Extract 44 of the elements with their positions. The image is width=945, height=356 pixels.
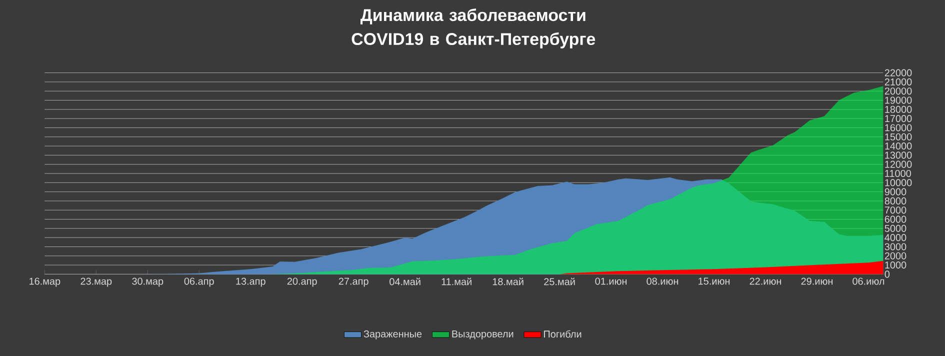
legend-label: Погибли: [544, 330, 582, 338]
y-tick-label: 20000: [884, 88, 912, 95]
y-tick-label: 0: [884, 270, 890, 278]
x-tick-label: 29.июн: [801, 278, 833, 285]
x-tick-label: 20.апр: [287, 278, 317, 287]
x-tick-label: 27.апр: [338, 278, 368, 287]
y-tick-label: 10000: [885, 179, 912, 186]
y-tick-label: 5000: [884, 224, 906, 232]
x-tick-label: 06.апр: [184, 278, 214, 287]
x-tick-label: 25.май: [544, 278, 575, 286]
y-tick-label: 13000: [885, 152, 912, 159]
y-tick-label: 14000: [885, 142, 912, 150]
y-tick-label: 18000: [885, 106, 912, 113]
x-tick-label: 16.мар: [30, 278, 60, 287]
y-tick-label: 9000: [884, 188, 906, 196]
x-tick-label: 06.июл: [852, 278, 884, 285]
y-tick-label: 21000: [884, 78, 912, 86]
x-tick-label: 18.май: [492, 278, 524, 286]
y-tick-label: 6000: [884, 216, 906, 223]
x-tick-label: 01.июн: [595, 278, 627, 285]
x-tick-label: 08.июн: [646, 278, 678, 285]
y-tick-label: 3000: [884, 243, 906, 250]
y-tick-label: 7000: [884, 206, 906, 214]
x-tick-label: 15.июн: [698, 278, 730, 285]
y-tick-label: 17000: [885, 115, 912, 122]
y-tick-label: 22000: [884, 69, 912, 76]
chart-title: Динамика заболеваемости COVID19 в Санкт-Петербурге: [352, 8, 596, 48]
legend-label: Зараженные: [364, 330, 422, 340]
x-tick-label: 11.май: [442, 278, 472, 286]
y-tick-label: 16000: [885, 124, 912, 132]
y-tick-label: 8000: [884, 197, 906, 204]
y-tick-label: 12000: [885, 160, 912, 168]
y-tick-label: 19000: [885, 96, 912, 104]
y-tick-label: 4000: [884, 234, 906, 242]
x-tick-label: 30.мар: [132, 278, 164, 287]
y-tick-label: 11000: [885, 170, 911, 178]
x-tick-label: 04.май: [390, 278, 420, 286]
legend-label: Выздоровели: [452, 330, 514, 340]
y-tick-label: 1000: [885, 262, 906, 269]
x-tick-label: 13.апр: [236, 278, 266, 287]
y-tick-label: 2000: [884, 252, 906, 260]
x-tick-label: 23.мар: [80, 278, 112, 287]
x-tick-label: 22.июн: [750, 278, 782, 285]
y-tick-label: 15000: [885, 133, 912, 140]
